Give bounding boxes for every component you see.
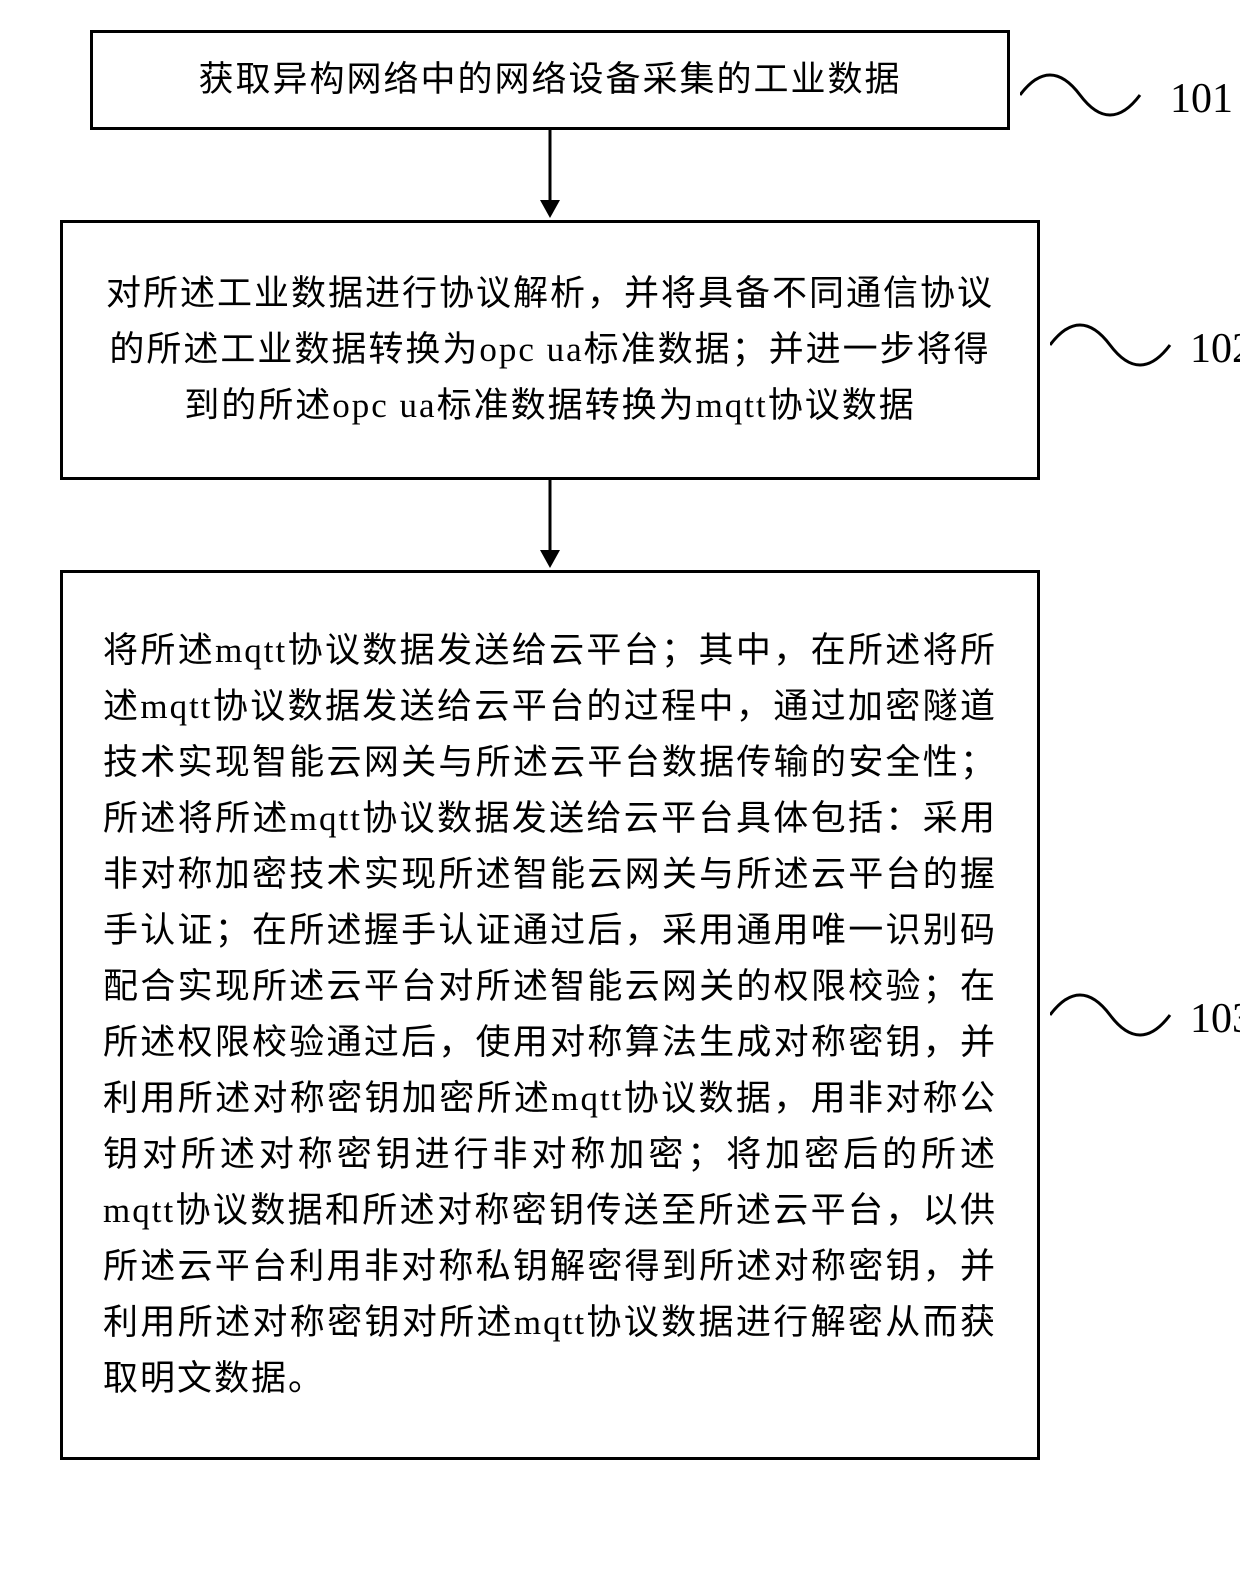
- arrow-down-icon: [530, 130, 570, 220]
- connector-102: [1050, 310, 1180, 385]
- step-label-101: 101: [1170, 75, 1233, 123]
- step-box-102: 对所述工业数据进行协议解析，并将具备不同通信协议的所述工业数据转换为opc ua…: [60, 220, 1040, 480]
- arrow-1: [60, 130, 1040, 220]
- step-box-103: 将所述mqtt协议数据发送给云平台；其中，在所述将所述mqtt协议数据发送给云平…: [60, 570, 1040, 1460]
- step-text-101: 获取异构网络中的网络设备采集的工业数据: [198, 52, 901, 108]
- connector-101: [1020, 60, 1150, 135]
- step-label-103: 103: [1190, 995, 1240, 1043]
- arrow-down-icon: [530, 480, 570, 570]
- step-label-102: 102: [1190, 325, 1240, 373]
- sine-connector-icon: [1050, 310, 1180, 380]
- sine-connector-icon: [1020, 60, 1150, 130]
- arrow-2: [60, 480, 1040, 570]
- step-text-102: 对所述工业数据进行协议解析，并将具备不同通信协议的所述工业数据转换为opc ua…: [93, 266, 1007, 434]
- step-text-103: 将所述mqtt协议数据发送给云平台；其中，在所述将所述mqtt协议数据发送给云平…: [103, 623, 997, 1407]
- step-box-101: 获取异构网络中的网络设备采集的工业数据: [90, 30, 1010, 130]
- sine-connector-icon: [1050, 980, 1180, 1050]
- flowchart-container: 获取异构网络中的网络设备采集的工业数据 101 对所述工业数据进行协议解析，并将…: [60, 30, 1180, 1460]
- connector-103: [1050, 980, 1180, 1055]
